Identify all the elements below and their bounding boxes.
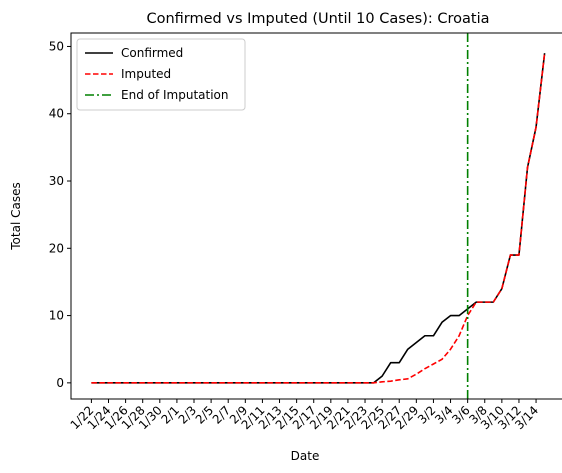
legend-box	[76, 38, 246, 111]
chart-title: Confirmed vs Imputed (Until 10 Cases): C…	[146, 11, 489, 27]
series-line-imputed	[91, 53, 546, 384]
legend-label: Imputed	[121, 67, 171, 81]
x-axis: 1/221/241/261/281/302/12/32/52/72/92/112…	[68, 399, 541, 432]
series-layer	[91, 33, 546, 399]
y-tick-label: 30	[49, 174, 64, 188]
legend: Confirmed Imputed End of Imputation	[76, 38, 246, 111]
y-tick-label: 20	[49, 241, 64, 255]
legend-label: Confirmed	[121, 46, 183, 60]
y-axis-label: Total Cases	[9, 182, 23, 250]
legend-label: End of Imputation	[121, 88, 229, 102]
y-tick-label: 50	[49, 39, 64, 53]
y-tick-label: 40	[49, 107, 64, 121]
y-axis: 0 10 20 30 40 50	[49, 39, 71, 390]
y-tick-label: 10	[49, 309, 64, 323]
y-tick-label: 0	[56, 376, 64, 390]
plot-frame	[70, 32, 562, 400]
x-axis-label: Date	[291, 449, 320, 463]
